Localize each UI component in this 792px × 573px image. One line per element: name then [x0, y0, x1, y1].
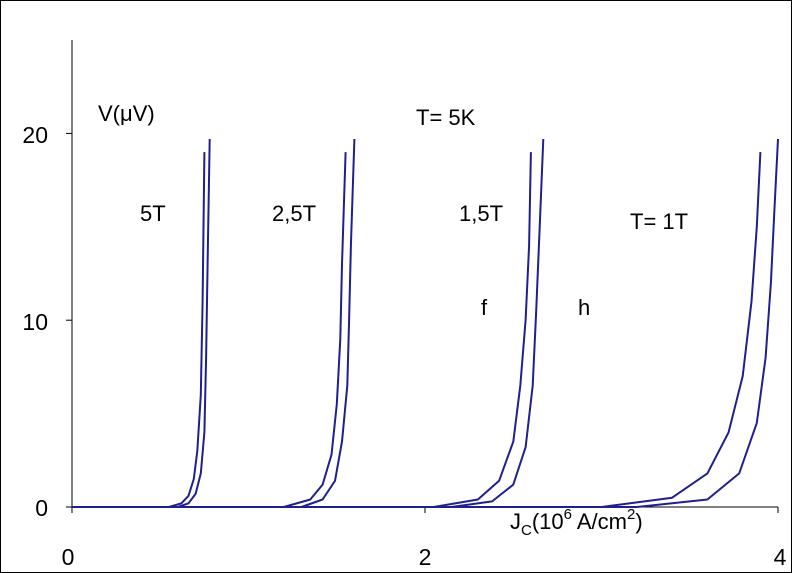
y-tick-label-20: 20	[22, 122, 48, 148]
curve-marker-f: f	[481, 295, 488, 320]
x-axis-label: JC(106 A/cm2)	[510, 506, 643, 539]
x-tick-label-0: 0	[62, 544, 75, 570]
field-label-2-5t: 2,5T	[272, 201, 316, 226]
series-line-6	[72, 138, 545, 508]
field-label-1-5t: 1,5T	[459, 201, 503, 226]
data-series	[72, 138, 779, 508]
series-line-3	[72, 152, 347, 508]
series-line-2	[72, 138, 211, 508]
temperature-label: T= 5K	[416, 105, 476, 130]
y-tick-label-0: 0	[35, 495, 48, 521]
y-tick-label-10: 10	[22, 309, 48, 335]
field-label-5t: 5T	[140, 201, 166, 226]
series-line-1	[72, 152, 206, 508]
y-axis-label: V(μV)	[98, 101, 155, 126]
series-line-5	[72, 152, 532, 508]
tick-marks	[66, 132, 779, 513]
x-tick-label-4: 4	[774, 544, 787, 570]
field-label-1t: T= 1T	[630, 209, 688, 234]
mu-symbol: μ	[120, 101, 133, 126]
series-line-8	[72, 138, 779, 508]
series-line-7	[72, 152, 762, 508]
series-line-4	[72, 138, 356, 508]
x-tick-label-2: 2	[419, 544, 432, 570]
curve-marker-h: h	[578, 295, 590, 320]
